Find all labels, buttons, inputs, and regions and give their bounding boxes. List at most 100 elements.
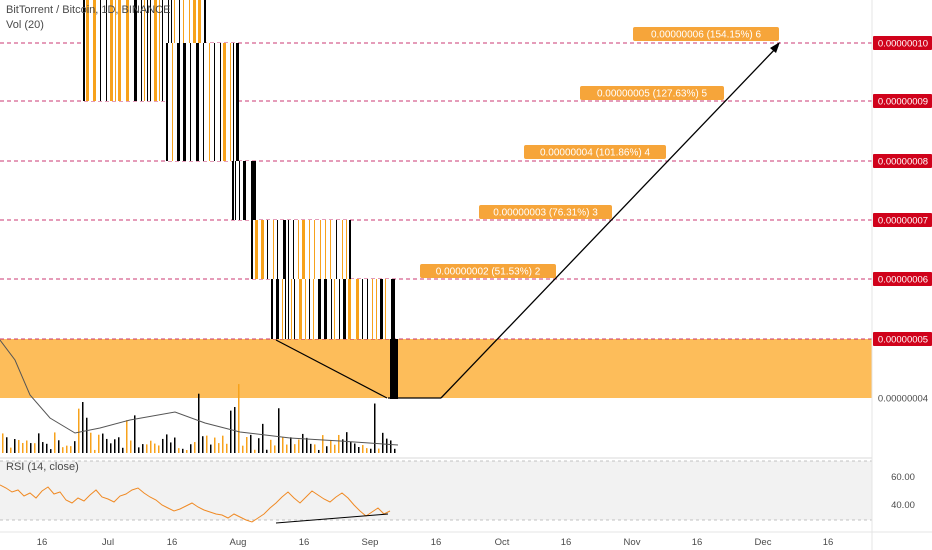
candle [144,0,145,101]
volume-bar [250,434,252,453]
candle [309,279,310,339]
projection-line [440,45,779,399]
candle [294,279,295,339]
rsi-legend[interactable]: RSI (14, close) [6,461,79,473]
volume-bar [2,433,4,453]
candle [349,220,351,279]
volume-bar [314,444,316,453]
volume-bar [366,448,368,453]
volume-bar [290,437,292,453]
candle [177,43,180,161]
volume-bar [70,446,72,453]
volume-bar [118,437,120,453]
volume-bar [182,448,184,453]
volume-bar [298,439,300,453]
volume-bar [238,384,240,453]
time-axis-label: Aug [230,537,247,548]
volume-bar [310,443,312,453]
volume-bar [270,439,272,453]
candle [325,220,326,279]
volume-bar [206,435,208,453]
volume-bar [378,448,380,453]
rsi-band [0,461,872,520]
candle [261,220,264,279]
candle [251,220,253,279]
candle [110,0,113,101]
volume-bar [194,442,196,453]
price-tag-label: 0.00000008 [878,157,928,168]
target-label: 0.00000003 (76.31%) 3 [493,208,598,219]
candle [320,220,321,279]
volume-legend[interactable]: Vol (20) [6,19,44,31]
volume-bar [62,447,64,453]
price-tag [873,332,932,346]
volume-bar [34,443,36,453]
volume-bar [230,410,232,453]
candle [159,0,160,101]
target-label: 0.00000006 (154.15%) 6 [651,30,762,41]
volume-bar [134,415,136,453]
correction-line [275,339,388,399]
volume-bar [370,448,372,453]
volume-bar [10,447,12,453]
candle [154,0,157,101]
volume-bar [26,440,28,453]
candle [230,43,231,161]
candle [380,279,383,339]
volume-bar [22,442,24,453]
volume-bar [338,434,340,453]
volume-bar [326,446,328,453]
candle [348,279,351,339]
candle [293,220,294,279]
volume-bar [150,440,152,453]
volume-bar [382,432,384,453]
time-axis-label: Dec [755,537,772,548]
time-axis-label: Oct [495,537,510,548]
volume-bar [330,439,332,453]
projection-arrowhead [770,42,780,53]
candle [190,43,191,161]
volume-bar [78,408,80,453]
candle [235,161,236,220]
volume-bar [178,448,180,453]
volume-bar [30,443,32,453]
target-label: 0.00000004 (101.86%) 4 [540,148,651,159]
candle [372,279,373,339]
price-tag-label: 0.00000009 [878,97,928,108]
target-label-bg [633,27,779,41]
candle [385,279,386,339]
volume-bar [218,443,220,453]
price-tag [873,213,932,227]
rsi-divergence-line [275,513,389,524]
candle [324,279,327,339]
price-tag-label: 0.00000006 [878,275,928,286]
volume-bar [282,437,284,453]
candle [302,220,305,279]
support-zone [0,339,872,398]
volume-bar [302,433,304,453]
volume-bar [350,442,352,453]
volume-bar [286,444,288,453]
volume-bar [166,434,168,453]
candle [267,220,268,279]
volume-ma-line [0,339,399,446]
candle [106,0,107,101]
candle [277,220,278,279]
candle [334,279,335,339]
candle [115,0,116,101]
time-axis-label: 16 [692,537,703,548]
volume-bar [394,448,396,453]
volume-bar [274,445,276,453]
volume-bar [90,432,92,453]
candle [134,0,137,101]
candle [236,43,238,161]
volume-bar [306,437,308,453]
candle [331,279,332,339]
volume-bar [138,447,140,453]
candle [223,43,226,161]
volume-bar [114,439,116,453]
symbol-title[interactable]: BitTorrent / Bitcoin, 1D, BINANCE [6,4,171,16]
volume-bar [130,440,132,453]
volume-bar [254,449,256,453]
